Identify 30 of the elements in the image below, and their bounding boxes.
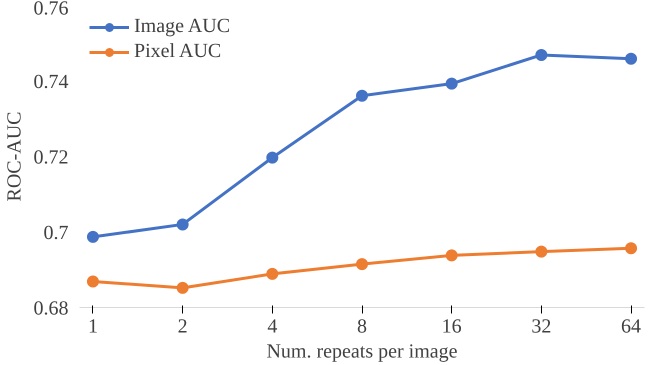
y-tick-label: 0.76 <box>34 0 68 20</box>
point <box>266 268 278 280</box>
y-axis-title: ROC-AUC <box>4 111 26 202</box>
point <box>446 249 458 262</box>
y-tick-label: 0.74 <box>34 71 68 93</box>
point <box>535 246 548 258</box>
point <box>625 52 638 65</box>
y-tick-label: 0.7 <box>44 222 68 244</box>
y-tick-label: 0.68 <box>34 298 68 320</box>
x-tick-label: 2 <box>178 316 188 338</box>
point <box>266 152 278 164</box>
legend-label: Image AUC <box>134 15 230 38</box>
point <box>356 90 368 102</box>
point <box>176 282 189 294</box>
x-axis-title: Num. repeats per image <box>266 340 458 362</box>
point <box>356 258 368 270</box>
x-tick-label: 4 <box>267 316 278 338</box>
point <box>446 78 458 90</box>
x-tick-label: 8 <box>357 316 367 338</box>
point <box>535 48 548 61</box>
x-tick-label: 64 <box>621 316 642 338</box>
y-tick-label: 0.72 <box>34 146 68 168</box>
point <box>625 242 638 254</box>
x-tick-label: 1 <box>88 316 98 338</box>
legend-label: Pixel AUC <box>134 40 222 63</box>
x-tick-label: 16 <box>442 316 462 338</box>
point <box>86 230 99 243</box>
x-tick-label: 32 <box>531 316 552 338</box>
point <box>176 218 189 230</box>
point <box>86 275 99 288</box>
